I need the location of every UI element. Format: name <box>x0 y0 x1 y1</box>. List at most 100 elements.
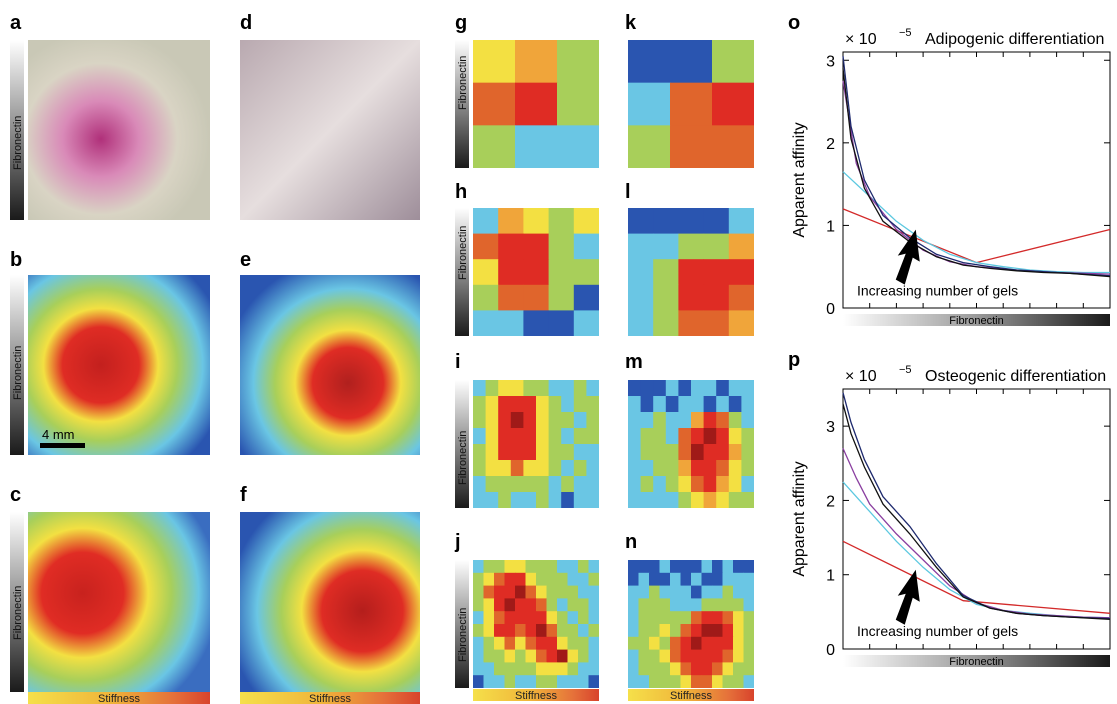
y-axis-label: Apparent affinity <box>791 461 808 576</box>
grid-cell <box>733 598 744 612</box>
grid-cell <box>494 636 505 651</box>
grid-cell <box>701 572 713 587</box>
grid-cell <box>578 675 589 688</box>
stiffness-bar-j: Stiffness <box>473 689 599 701</box>
grid-cell <box>536 460 550 477</box>
grid-cell <box>659 624 671 638</box>
grid-cell <box>665 412 679 429</box>
grid-cell <box>743 624 754 638</box>
grid-cell <box>561 396 575 413</box>
grid-cell <box>678 460 692 477</box>
grid-cell <box>515 611 526 625</box>
grid-cell <box>586 460 599 477</box>
grid-cell <box>628 125 671 168</box>
grid-cell <box>473 624 484 638</box>
grid-cell <box>649 611 660 625</box>
grid-cell <box>588 662 599 676</box>
grid-cell <box>548 284 575 311</box>
grid-cell <box>743 675 754 688</box>
grid-cell <box>680 649 692 663</box>
stiffness-bar-f: Stiffness <box>240 692 420 704</box>
grid-cell <box>649 624 660 638</box>
grid-cell <box>628 560 639 574</box>
grid-cell <box>548 380 562 397</box>
grid-cell <box>680 585 692 599</box>
grid-panel-h <box>473 208 599 336</box>
grid-cell <box>473 380 487 397</box>
y-tick-label: 3 <box>826 53 835 70</box>
grid-cell <box>628 624 639 638</box>
grid-cell <box>712 572 723 587</box>
grid-cell <box>473 460 487 477</box>
grid-cell <box>586 476 599 493</box>
heatmap-panel-e <box>240 275 420 455</box>
grid-cell <box>525 585 537 599</box>
grid-cell <box>485 428 499 445</box>
grid-cell <box>716 412 730 429</box>
grid-cell <box>588 675 599 688</box>
grid-cell <box>586 412 599 429</box>
grid-cell <box>659 649 671 663</box>
panel-label-j: j <box>455 531 461 553</box>
x-axis-label: Fibronectin <box>949 315 1003 327</box>
grid-cell <box>536 624 547 638</box>
grid-cell <box>653 412 667 429</box>
grid-cell <box>703 284 730 311</box>
grid-cell <box>473 662 484 676</box>
grid-cell <box>494 649 505 663</box>
grid-cell <box>728 460 742 477</box>
grid-cell <box>691 611 702 625</box>
grid-cell <box>659 611 671 625</box>
grid-cell <box>691 585 702 599</box>
grid-cell <box>680 611 692 625</box>
grid-cell <box>628 675 639 688</box>
grid-cell <box>573 412 587 429</box>
fibronectin-label-g: Fibronectin <box>457 55 469 110</box>
grid-cell <box>628 40 671 84</box>
grid-cell <box>680 675 692 688</box>
grid-cell <box>653 284 679 311</box>
grid-cell <box>733 675 744 688</box>
grid-cell <box>653 428 667 445</box>
grid-cell <box>670 572 681 587</box>
grid-cell <box>557 675 568 688</box>
grid-cell <box>678 259 705 286</box>
grid-cell <box>712 82 754 126</box>
grid-cell <box>701 611 713 625</box>
grid-cell <box>665 476 679 493</box>
grid-cell <box>640 476 654 493</box>
grid-cell <box>703 428 717 445</box>
grid-cell <box>567 649 579 663</box>
grid-cell <box>628 611 639 625</box>
grid-cell <box>485 380 499 397</box>
grid-cell <box>483 662 495 676</box>
grid-cell <box>515 675 526 688</box>
grid-cell <box>712 598 723 612</box>
grid-cell <box>498 492 512 508</box>
photo-panel-d <box>240 40 420 220</box>
grid-cell <box>691 476 705 493</box>
grid-cell <box>557 649 568 663</box>
grid-cell <box>670 675 681 688</box>
panel-label-m: m <box>625 351 643 373</box>
grid-cell <box>510 396 524 413</box>
grid-cell <box>567 675 579 688</box>
grid-cell <box>483 560 495 574</box>
grid-cell <box>561 444 575 461</box>
chart-title: Osteogenic differentiation <box>925 368 1106 385</box>
grid-cell <box>483 585 495 599</box>
panel-label-o: o <box>788 12 801 34</box>
grid-cell <box>640 380 654 397</box>
grid-cell <box>536 636 547 651</box>
grid-cell <box>728 310 754 336</box>
grid-cell <box>701 636 713 651</box>
grid-cell <box>659 636 671 651</box>
grid-cell <box>536 444 550 461</box>
grid-cell <box>628 380 642 397</box>
panel-label-c: c <box>10 484 22 506</box>
arrow-icon <box>895 569 920 625</box>
grid-cell <box>640 444 654 461</box>
grid-cell <box>701 598 713 612</box>
grid-cell <box>588 636 599 651</box>
grid-cell <box>525 611 537 625</box>
